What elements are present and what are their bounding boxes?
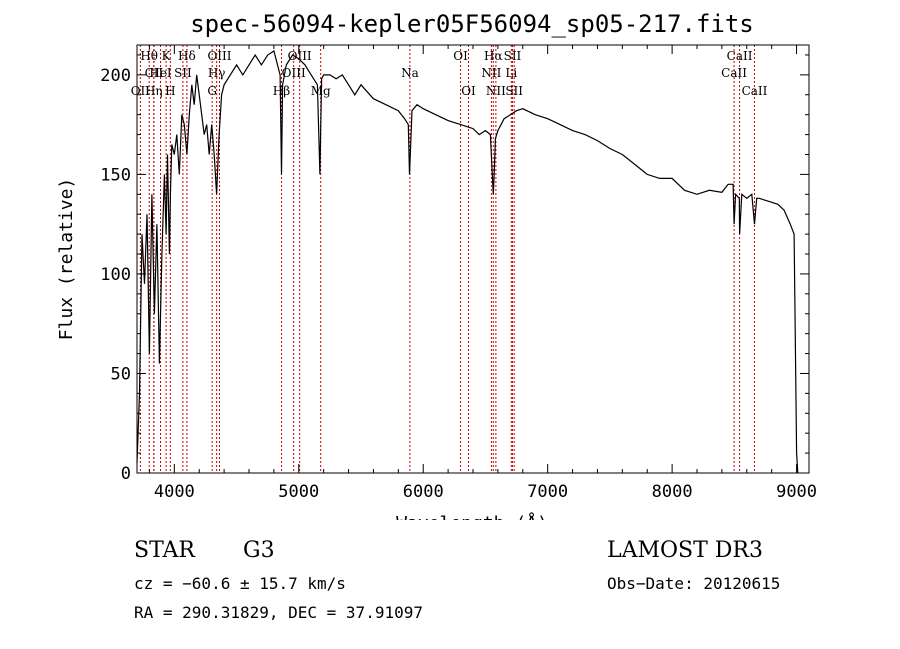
x-tick-label-0: 4000 [154, 482, 195, 502]
line-marker-label-21: NII [481, 66, 501, 80]
line-marker-label-12: OIII [288, 49, 312, 63]
y-tick-label-3: 150 [100, 165, 131, 185]
line-marker-label-16: Na [401, 66, 419, 80]
x-tick-label-3: 7000 [527, 482, 568, 502]
survey-name: LAMOST DR3 [607, 538, 763, 563]
line-marker-label-19: Hα [484, 49, 503, 63]
line-marker-label-26: CaII [721, 66, 747, 80]
redshift-readout: cz = −60.6 ± 15.7 km/s [134, 574, 346, 593]
chart-title: spec-56094-kepler05F56094_sp05-217.fits [190, 10, 754, 38]
line-marker-label-4: HeI [149, 66, 172, 80]
line-marker-label-6: Hδ [178, 49, 196, 63]
line-marker-label-7: SII [174, 66, 192, 80]
obs-date: Obs−Date: 20120615 [607, 574, 781, 593]
x-tick-label-4: 8000 [652, 482, 693, 502]
line-marker-label-13: OIII [282, 66, 306, 80]
x-axis-label: Wavelength (Å) [396, 512, 548, 520]
line-marker-label-8: H [165, 84, 175, 98]
y-axis-label: Flux (relative) [56, 178, 77, 341]
plot-frame [136, 44, 810, 474]
object-class: STAR [134, 538, 195, 563]
line-marker-label-14: Hβ [273, 84, 290, 98]
x-axis: 4000 5000 6000 7000 8000 9000 [148, 45, 817, 502]
x-tick-label-2: 6000 [403, 482, 444, 502]
y-tick-label-4: 200 [100, 66, 131, 86]
line-marker-label-2: OII [131, 84, 151, 98]
y-tick-label-2: 100 [100, 265, 131, 285]
line-marker-label-18: OI [461, 84, 476, 98]
y-tick-label-1: 50 [111, 364, 131, 384]
line-marker-label-0: Hθ [140, 49, 158, 63]
y-axis: 0 50 100 150 200 [100, 54, 809, 484]
y-tick-label-0: 0 [121, 464, 131, 484]
line-marker-label-27: CaII [742, 84, 768, 98]
line-marker-label-15: Mg [311, 84, 331, 98]
line-marker-label-9: OIII [207, 49, 231, 63]
line-marker-label-3: K [162, 49, 172, 63]
coordinates-readout: RA = 290.31829, DEC = 37.91097 [134, 603, 423, 622]
line-marker-label-5: Hη [145, 84, 163, 98]
line-marker-label-24: SII [505, 84, 523, 98]
spectrum-line [136, 50, 799, 474]
line-marker-label-23: NII [486, 84, 506, 98]
line-marker-label-25: CaII [727, 49, 753, 63]
x-tick-label-1: 5000 [278, 482, 319, 502]
line-marker-label-11: G [207, 84, 217, 98]
line-marker-label-10: Hγ [208, 66, 226, 80]
line-marker-label-1: CII [145, 66, 164, 80]
line-marker-label-22: Li [505, 66, 517, 80]
line-marker-label-17: OI [453, 49, 468, 63]
line-marker-label-20: SII [504, 49, 522, 63]
x-tick-label-5: 9000 [776, 482, 817, 502]
spectrum-chart: spec-56094-kepler05F56094_sp05-217.fits … [56, 10, 817, 520]
subclass: G3 [243, 538, 275, 563]
plot-area: Hθ CII OII K HeI Hη Hδ SII H OIII Hγ G OIII OIII Hβ Mg N… [131, 45, 799, 474]
